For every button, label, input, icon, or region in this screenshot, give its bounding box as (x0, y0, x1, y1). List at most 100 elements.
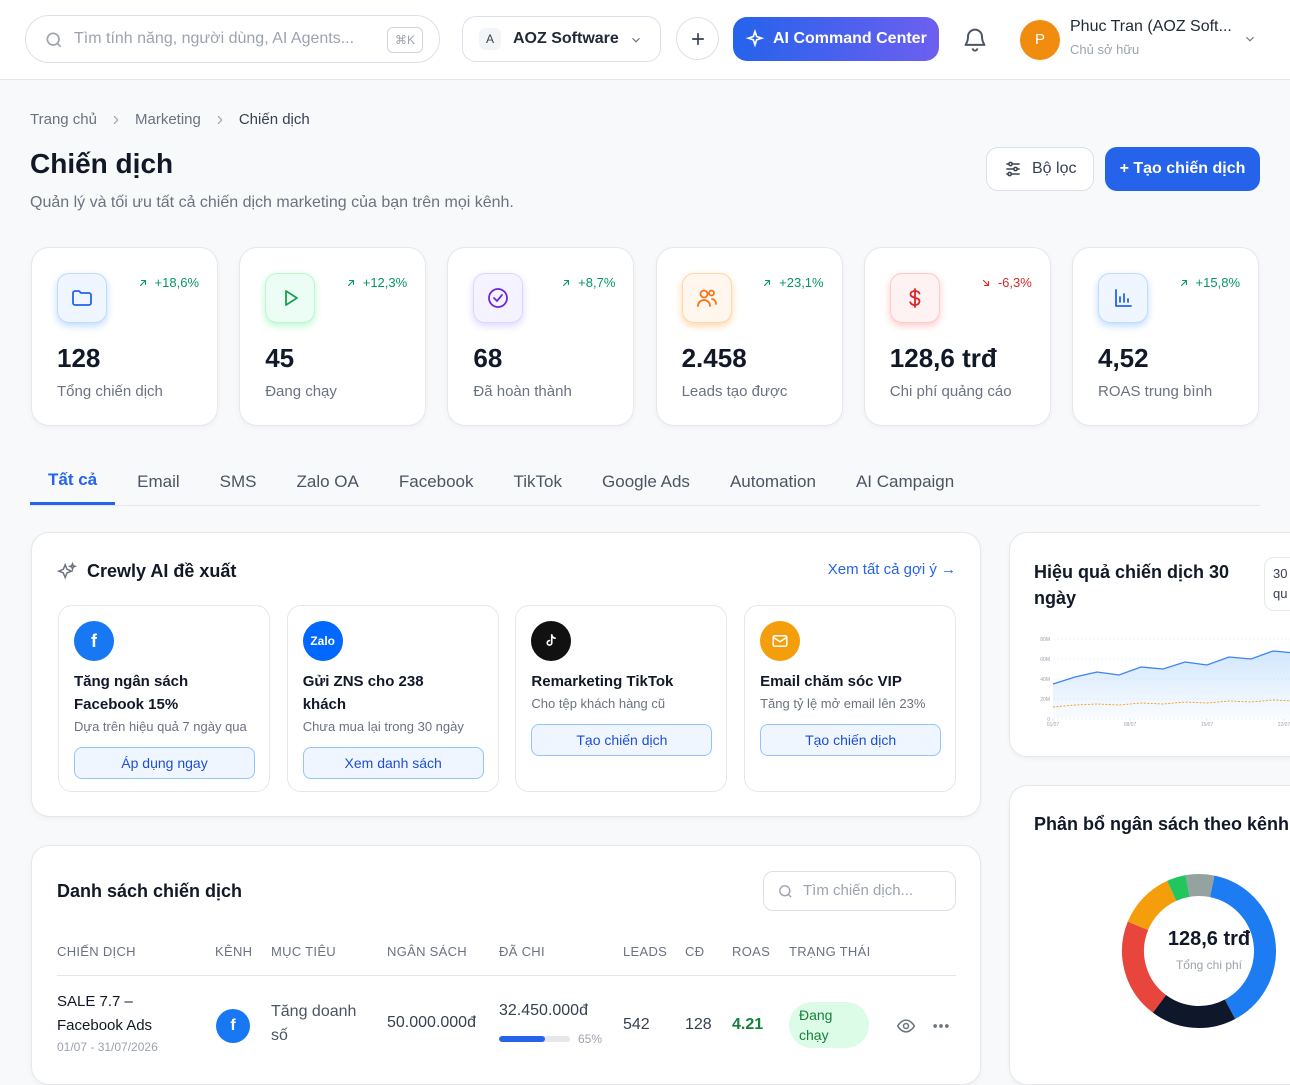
suggestion-body: Gửi ZNS cho 238 khách Chưa mua lại trong … (302, 670, 488, 779)
stat-card: +18,6% 128 Tổng chiến dịch (31, 247, 218, 426)
suggestion-action[interactable]: Xem danh sách (302, 747, 484, 779)
trend-arrow (560, 277, 572, 289)
table-row: SALE 7.7 – Facebook Ads 01/07 - 31/07/202… (32, 986, 982, 1066)
stat-change-value: +23,1% (779, 275, 824, 290)
channel-icon (760, 621, 801, 661)
create-campaign-button[interactable]: + Tạo chiến dịch (1105, 147, 1260, 191)
breadcrumb-item[interactable]: Chiến dịch (238, 111, 310, 128)
avatar[interactable]: P (1020, 20, 1060, 60)
icon (217, 115, 223, 124)
icon (113, 115, 119, 124)
campaign-dates: 01/07 - 31/07/2026 (57, 1040, 158, 1054)
performance-card: Hiệu quả chiến dịch 30 ngày 30 qu 0 20M 40… (1009, 532, 1290, 757)
notification-bell[interactable] (961, 25, 989, 53)
tab[interactable]: SMS (219, 472, 257, 491)
tab[interactable]: Zalo OA (296, 472, 359, 491)
table-search[interactable]: Tìm chiến dịch... (763, 871, 956, 911)
stat-label: Đang chạy (265, 383, 337, 400)
suggestion-action[interactable]: Tạo chiến dịch (760, 724, 942, 756)
icon (764, 279, 771, 286)
stat-icon (1098, 273, 1148, 323)
series-area (1053, 651, 1290, 719)
y-tick-label: 0 (1047, 717, 1050, 723)
donut-segment (1152, 994, 1236, 1028)
stat-icon (473, 273, 524, 323)
icon (72, 290, 92, 306)
donut-segment (1185, 874, 1215, 898)
stat-change: +15,8% (1178, 275, 1240, 290)
icon (1180, 279, 1187, 286)
budget: 50.000.000đ (387, 1014, 476, 1031)
breadcrumb-item[interactable]: Trang chủ (30, 111, 97, 128)
stat-change-value: +18,6% (154, 275, 199, 290)
conversions: 128 (685, 1016, 712, 1033)
chevron (632, 37, 640, 43)
stat-icon (265, 273, 316, 323)
view-action[interactable] (896, 1016, 916, 1041)
stat-card: +15,8% 4,52 ROAS trung bình (1072, 247, 1259, 426)
column-header: ROAS (732, 944, 771, 959)
period-selector[interactable]: 30 qu (1264, 557, 1290, 611)
icon (546, 634, 557, 646)
icon (285, 290, 299, 306)
filter-button[interactable]: Bộ lọc (986, 147, 1094, 191)
ai-command-button[interactable]: AI Command Center (733, 17, 939, 61)
view-all-link[interactable]: Xem tất cả gợi ý → (827, 561, 956, 578)
stat-change-value: +15,8% (1195, 275, 1240, 290)
icon (488, 288, 509, 308)
suggestion-title: Gửi ZNS cho 238 khách (302, 673, 424, 713)
ai-suggestions-card: Crewly AI đề xuất Xem tất cả gợi ý → f Tă… (31, 532, 981, 817)
stat-card: +12,3% 45 Đang chạy (239, 247, 427, 426)
search-placeholder: Tìm tính năng, người dùng, AI Agents... (74, 30, 355, 47)
ai-command-label: AI Command Center (773, 30, 927, 47)
tab[interactable]: Facebook (398, 472, 474, 491)
y-tick-label: 40M (1040, 677, 1050, 683)
stat-icon (681, 273, 732, 323)
suggestion-action[interactable]: Tạo chiến dịch (531, 724, 713, 756)
stat-label: Leads tạo được (681, 383, 788, 400)
add-button[interactable] (676, 17, 719, 60)
more-action[interactable] (931, 1016, 951, 1041)
performance-chart: 0 20M 40M 60M 80M 01/07 08/07 15/07 22/07 (1040, 637, 1290, 728)
tab[interactable]: Google Ads (602, 472, 690, 491)
breadcrumb-item[interactable]: Marketing (134, 111, 201, 128)
channel-icon: f (216, 1009, 250, 1043)
search-box[interactable]: Tìm tính năng, người dùng, AI Agents... … (25, 15, 440, 63)
tab[interactable]: TikTok (513, 472, 563, 491)
tab[interactable]: Email (137, 472, 180, 491)
stat-change: +8,7% (560, 275, 615, 290)
tab[interactable]: Automation (729, 472, 816, 491)
tab[interactable]: Tất cả (30, 458, 116, 505)
top-bar: Tìm tính năng, người dùng, AI Agents... … (0, 0, 1290, 80)
stat-value: 128 (57, 343, 101, 373)
donut-center-value: 128,6 trđ (1168, 928, 1251, 950)
breadcrumb-separator (109, 113, 123, 127)
trend-arrow (345, 277, 357, 289)
suggestion-card: Zalo Gửi ZNS cho 238 khách Chưa mua lại tr… (286, 605, 499, 792)
user-name: Phuc Tran (AOZ Soft... (1070, 18, 1232, 35)
y-tick-label: 20M (1040, 697, 1050, 703)
stat-change-value: +12,3% (362, 275, 408, 290)
suggestion-description: Tăng tỷ lệ mở email lên 23% (760, 696, 926, 711)
campaign-table-card: Danh sách chiến dịch Tìm chiến dịch... C… (31, 845, 981, 1085)
column-header: CĐ (685, 944, 705, 959)
tab[interactable]: AI Campaign (855, 472, 955, 491)
budget-donut: 128,6 trđ Tổng chi phí (1122, 874, 1276, 1028)
icon (139, 279, 146, 286)
user-chevron[interactable] (1243, 32, 1257, 46)
column-header: NGÂN SÁCH (387, 944, 467, 959)
icon (982, 279, 989, 286)
roas: 4.21 (732, 1016, 764, 1033)
table-search-placeholder: Tìm chiến dịch... (803, 882, 914, 899)
suggestion-action[interactable]: Áp dụng ngay (74, 747, 255, 779)
org-switcher[interactable]: A AOZ Software (462, 16, 661, 62)
icon (696, 289, 717, 307)
channel-icon: Zalo (302, 621, 343, 661)
stat-label: Chi phí quảng cáo (889, 383, 1012, 400)
series-line (1052, 650, 1290, 685)
icon (909, 288, 921, 308)
table-divider (57, 975, 956, 976)
icon (933, 1024, 949, 1028)
progress-bar (499, 1036, 546, 1042)
